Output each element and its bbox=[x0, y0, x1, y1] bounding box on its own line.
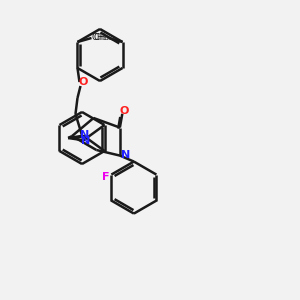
Text: N: N bbox=[80, 130, 89, 140]
Text: CH₃: CH₃ bbox=[94, 34, 109, 43]
Text: F: F bbox=[102, 172, 109, 182]
Text: N: N bbox=[121, 150, 130, 160]
Text: N: N bbox=[81, 136, 90, 146]
Text: O: O bbox=[120, 106, 129, 116]
Text: O: O bbox=[79, 77, 88, 87]
Text: CH₃: CH₃ bbox=[91, 34, 106, 43]
